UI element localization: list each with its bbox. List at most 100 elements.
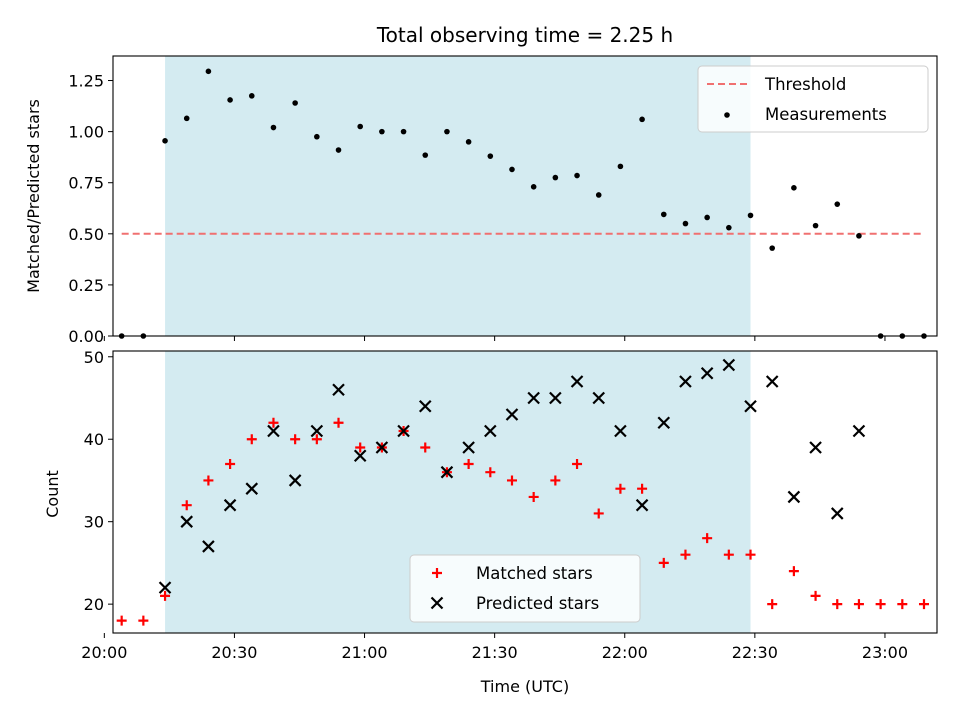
measurement-point: [487, 153, 494, 159]
matched-stars-point: [658, 557, 669, 568]
matched-stars-point: [572, 458, 583, 469]
matched-stars-point: [506, 475, 517, 486]
predicted-stars-point: [462, 441, 475, 454]
matched-stars-point: [333, 417, 344, 428]
matched-stars-point: [723, 549, 734, 560]
matched-stars-point: [181, 500, 192, 511]
measurement-point: [444, 128, 450, 135]
predicted-stars-point: [830, 507, 844, 520]
predicted-stars-point: [245, 482, 259, 495]
matched-stars-point: [420, 442, 431, 453]
matched-stars-point: [593, 508, 604, 519]
bottom-y-axis-label: Count: [43, 470, 62, 518]
matched-stars-point: [918, 599, 929, 610]
x-tick-label: 23:00: [862, 643, 908, 662]
predicted-stars-point: [375, 441, 389, 454]
measurement-point: [856, 233, 862, 239]
matched-stars-point: [810, 590, 821, 601]
top-highlight-span: [165, 56, 751, 336]
matched-stars-point: [116, 615, 127, 626]
predicted-stars-point: [310, 424, 324, 438]
matched-stars-point: [485, 467, 496, 478]
top-y-tick-label: 0.50: [68, 225, 104, 244]
matched-stars-point: [311, 434, 322, 445]
predicted-stars-point: [353, 449, 367, 462]
predicted-stars-point: [635, 498, 649, 512]
measurement-point: [509, 166, 515, 173]
x-tick-label: 21:30: [472, 643, 518, 662]
measurement-point: [747, 212, 754, 219]
matched-stars-point: [702, 533, 713, 544]
matched-stars-point: [897, 599, 908, 610]
top-legend: Threshold Measurements: [697, 65, 929, 133]
predicted-stars-point: [484, 424, 497, 438]
measurement-point: [314, 133, 320, 140]
top-y-axis-label: Matched/Predicted stars: [24, 99, 43, 293]
matched-stars-point: [615, 483, 626, 494]
measurement-point: [704, 214, 710, 221]
bottom-y-tick-label: 20: [84, 595, 104, 614]
top-y-tick-label: 1.25: [68, 72, 104, 91]
predicted-stars-point: [700, 366, 714, 380]
predicted-stars-point: [158, 581, 172, 594]
legend-matched-swatch: [432, 568, 442, 578]
measurement-point: [270, 124, 277, 131]
matched-stars-point: [853, 599, 864, 610]
predicted-stars-point: [614, 424, 627, 438]
matched-stars-point: [246, 434, 257, 445]
measurement-point: [574, 172, 580, 179]
predicted-stars-point: [787, 490, 801, 504]
matched-stars-point: [637, 483, 648, 494]
matched-stars-point: [290, 434, 301, 445]
measurement-point: [162, 138, 168, 144]
matched-stars-point: [138, 615, 149, 626]
top-y-tick-label: 0.25: [68, 276, 104, 295]
predicted-stars-point: [722, 358, 736, 372]
matched-stars-point: [550, 475, 561, 486]
bottom-legend-box: [409, 554, 641, 623]
matched-stars-point: [528, 491, 539, 502]
bottom-y-tick-label: 30: [84, 513, 104, 532]
measurement-point: [726, 224, 732, 231]
predicted-stars-point: [180, 515, 194, 528]
x-tick-label: 22:00: [602, 643, 648, 662]
predicted-stars-point: [397, 424, 410, 438]
measurement-point: [227, 97, 233, 103]
predicted-stars-point: [570, 375, 584, 388]
measurement-point: [357, 123, 364, 130]
matched-stars-point: [767, 599, 778, 610]
measurement-point: [465, 139, 472, 145]
measurement-point: [400, 128, 407, 135]
predicted-stars-point: [657, 416, 671, 430]
matched-stars-point: [832, 599, 843, 610]
measurement-point: [335, 147, 342, 153]
measurement-point: [660, 211, 667, 218]
matched-stars-point: [268, 417, 279, 428]
measurement-point: [769, 245, 775, 251]
predicted-stars-point: [527, 391, 540, 405]
predicted-stars-point: [202, 540, 215, 553]
matched-stars-point: [463, 458, 474, 469]
top-y-tick-label: 0.75: [68, 174, 104, 193]
top-y-tick-label: 1.00: [68, 123, 104, 142]
chart-title: Total observing time = 2.25 h: [376, 23, 673, 47]
matched-stars-point: [355, 442, 366, 453]
predicted-stars-point: [744, 399, 757, 413]
measurement-point: [595, 192, 602, 198]
matched-stars-point: [203, 475, 214, 486]
predicted-stars-point: [679, 375, 692, 388]
bottom-legend: Matched stars Predicted stars: [409, 554, 641, 623]
measurement-point: [530, 184, 537, 190]
predicted-stars-point: [549, 391, 562, 405]
matched-stars-point: [680, 549, 691, 560]
measurement-point: [552, 174, 559, 181]
predicted-stars-point: [592, 391, 606, 405]
matched-stars-point: [225, 458, 236, 469]
predicted-stars-point: [267, 424, 280, 438]
predicted-stars-point: [809, 441, 822, 454]
x-axis-label: Time (UTC): [480, 677, 569, 696]
predicted-stars-point: [852, 424, 866, 438]
predicted-stars-point: [505, 408, 519, 421]
measurement-point: [682, 220, 689, 227]
